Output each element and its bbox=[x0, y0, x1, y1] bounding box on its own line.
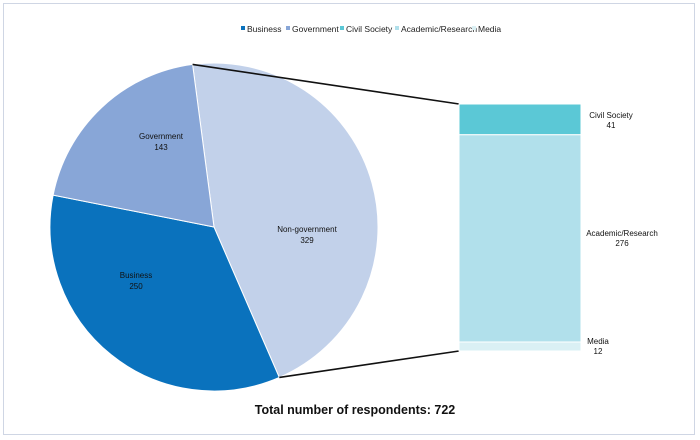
legend-label-media: Media bbox=[478, 24, 501, 34]
pie-slice-label-non-government: Non-government bbox=[277, 225, 337, 234]
legend-label-business: Business bbox=[247, 24, 282, 34]
pie-slice-label-government: Government bbox=[139, 132, 184, 141]
pie-slice-value-business: 250 bbox=[129, 282, 143, 291]
legend-item-civil-society: Civil Society bbox=[340, 24, 393, 34]
legend-swatch-government bbox=[286, 26, 290, 30]
legend-swatch-civil-society bbox=[340, 26, 344, 30]
legend-item-media: Media bbox=[472, 24, 501, 34]
chart-frame bbox=[3, 3, 695, 435]
bar-segment-civil-society bbox=[458, 103, 582, 136]
pie-slice-business bbox=[49, 194, 280, 392]
pie-slice-government bbox=[52, 63, 215, 228]
legend-label-civil-society: Civil Society bbox=[346, 24, 393, 34]
pie-slice-value-government: 143 bbox=[154, 143, 168, 152]
pie-chart: Non-government 329 Business 250 Government 14… bbox=[49, 62, 379, 392]
legend-swatch-media bbox=[472, 26, 476, 30]
bar-segment-value-media: 12 bbox=[594, 347, 603, 356]
bar-segment-academic-research bbox=[458, 134, 582, 343]
chart-legend: Business Government Civil Society Academic/… bbox=[241, 24, 501, 34]
bar-segment-value-academic-research: 276 bbox=[615, 239, 629, 248]
legend-label-government: Government bbox=[292, 24, 339, 34]
pie-slice-value-non-government: 329 bbox=[300, 236, 314, 245]
breakdown-connectors bbox=[192, 63, 460, 379]
connector-line-top bbox=[192, 63, 460, 105]
bar-segment-label-civil-society: Civil Society bbox=[589, 111, 633, 120]
bar-segment-label-academic-research: Academic/Research bbox=[586, 229, 658, 238]
legend-label-academic-research: Academic/Research bbox=[401, 24, 477, 34]
total-respondents-label: Total number of respondents: 722 bbox=[255, 403, 456, 417]
legend-item-academic-research: Academic/Research bbox=[395, 24, 477, 34]
legend-swatch-business bbox=[241, 26, 245, 30]
bar-segment-media bbox=[458, 341, 582, 352]
pie-slice-non-government bbox=[192, 62, 379, 379]
legend-item-government: Government bbox=[286, 24, 339, 34]
connector-line-bottom bbox=[279, 350, 460, 379]
legend-item-business: Business bbox=[241, 24, 282, 34]
bar-segment-value-civil-society: 41 bbox=[607, 121, 616, 130]
pie-slice-label-business: Business bbox=[120, 271, 152, 280]
bar-segment-label-media: Media bbox=[587, 337, 609, 346]
legend-swatch-academic-research bbox=[395, 26, 399, 30]
